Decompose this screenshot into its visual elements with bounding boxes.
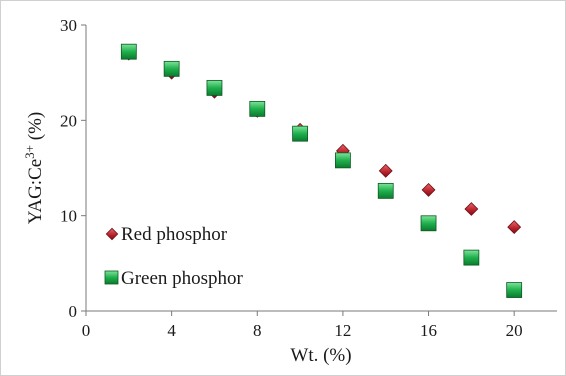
ticks bbox=[81, 24, 515, 316]
green-point-16 bbox=[420, 215, 437, 232]
axes bbox=[85, 25, 557, 312]
green-point-20 bbox=[506, 282, 523, 298]
y-tick-label-30: 30 bbox=[60, 16, 77, 35]
legend-label-red: Red phosphor bbox=[121, 224, 228, 245]
red-point-14 bbox=[378, 163, 393, 178]
legend-marker-red-diamond bbox=[105, 227, 119, 241]
x-tick-label-8: 8 bbox=[253, 321, 262, 340]
legend-label-green: Green phosphor bbox=[121, 268, 244, 289]
x-tick-label-12: 12 bbox=[334, 321, 351, 340]
y-axis-title-base: YAG:Ce bbox=[25, 159, 46, 224]
series-green-phosphor bbox=[120, 43, 523, 298]
y-tick-label-0: 0 bbox=[69, 302, 78, 321]
green-point-4 bbox=[163, 60, 180, 77]
legend-item-green: Green phosphor bbox=[104, 268, 244, 289]
y-axis-title-unit: (%) bbox=[25, 112, 46, 145]
red-point-20 bbox=[507, 220, 522, 235]
x-tick-label-16: 16 bbox=[420, 321, 437, 340]
y-tick-label-10: 10 bbox=[60, 207, 77, 226]
green-point-6 bbox=[206, 80, 223, 96]
series-red-phosphor bbox=[121, 46, 522, 235]
x-tick-label-4: 4 bbox=[167, 321, 176, 340]
green-point-8 bbox=[249, 100, 266, 117]
y-axis-title-superscript: 3+ bbox=[22, 145, 37, 159]
legend-item-red: Red phosphor bbox=[105, 224, 228, 245]
tick-labels: 0 10 20 30 0 4 8 12 16 20 bbox=[60, 16, 523, 340]
plot-marks bbox=[120, 43, 523, 298]
legend-marker-green-square bbox=[104, 270, 119, 285]
red-point-16 bbox=[421, 182, 436, 197]
green-point-12 bbox=[335, 152, 351, 169]
green-point-18 bbox=[463, 249, 480, 266]
green-point-14 bbox=[377, 182, 394, 199]
y-axis-title: YAG:Ce3+ (%) bbox=[22, 112, 46, 225]
x-tick-label-20: 20 bbox=[506, 321, 523, 340]
red-point-18 bbox=[464, 202, 479, 216]
legend: Red phosphor Green phosphor bbox=[104, 224, 244, 289]
x-axis-title: Wt. (%) bbox=[290, 345, 351, 366]
green-point-2 bbox=[120, 43, 137, 60]
green-point-10 bbox=[292, 125, 308, 142]
x-tick-label-0: 0 bbox=[82, 321, 91, 340]
y-tick-label-20: 20 bbox=[60, 111, 77, 130]
